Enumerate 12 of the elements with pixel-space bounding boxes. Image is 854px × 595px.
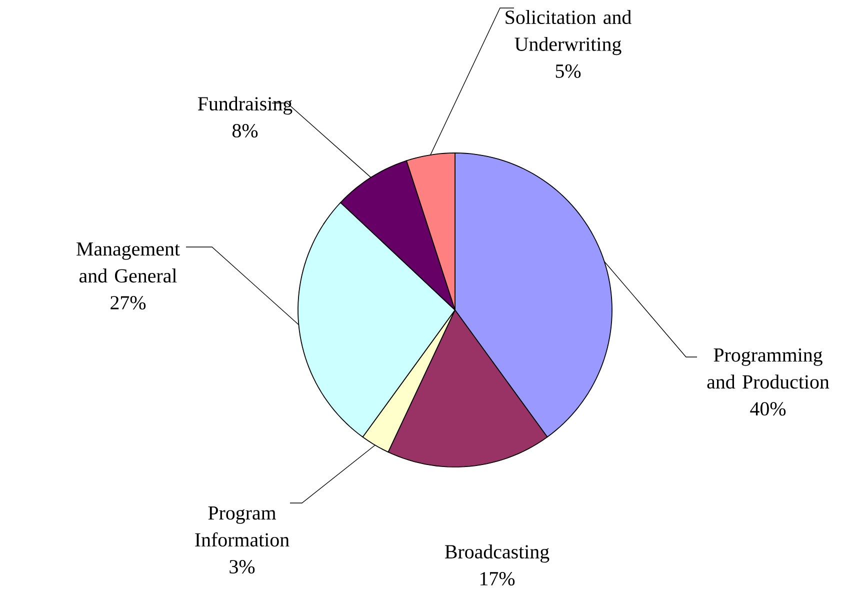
- data-label: 5%: [556, 64, 581, 78]
- slice-label: Broadcasting: [445, 544, 550, 563]
- slice-label: Management and General: [76, 242, 180, 283]
- data-label: 27%: [110, 296, 146, 310]
- data-label: 17%: [480, 572, 515, 586]
- slice-label: Programming and Production: [707, 348, 830, 389]
- data-label: 3%: [230, 560, 255, 574]
- slice-label: Solicitation and Underwriting: [506, 10, 632, 56]
- slice-label: Program Information: [195, 506, 290, 547]
- data-label: 8%: [232, 124, 258, 138]
- data-label: 40%: [750, 402, 786, 416]
- slice-label: Fundraising: [198, 96, 292, 115]
